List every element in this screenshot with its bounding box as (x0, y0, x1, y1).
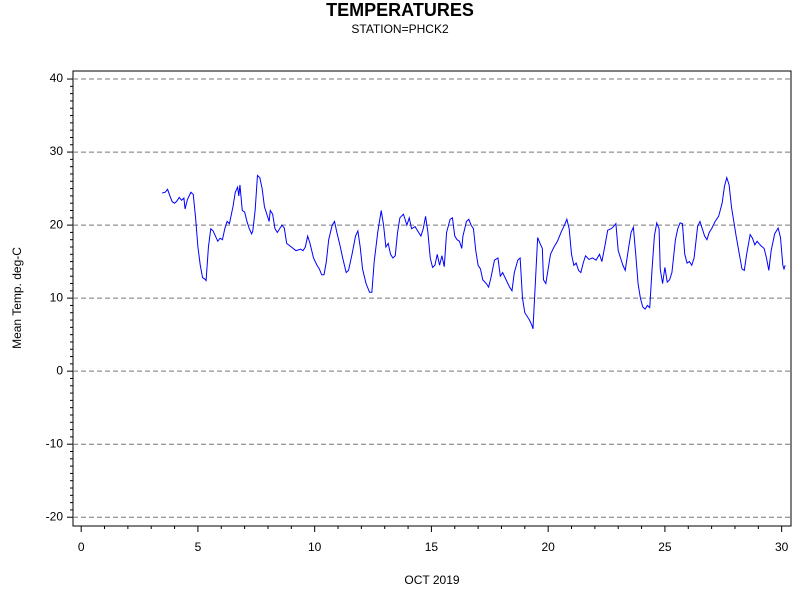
y-tick-label: 10 (50, 290, 64, 304)
x-tick-label: 5 (195, 540, 202, 554)
temperature-line (162, 174, 786, 329)
y-tick-label: -20 (46, 509, 64, 523)
y-axis-label: Mean Temp. deg-C (10, 247, 24, 349)
x-axis-label: OCT 2019 (404, 573, 459, 587)
y-tick-label: 20 (50, 217, 64, 231)
chart-subtitle: STATION=PHCK2 (351, 22, 449, 36)
x-tick-label: 20 (541, 540, 555, 554)
y-tick-label: 40 (50, 71, 64, 85)
y-tick-label: 0 (56, 363, 63, 377)
y-tick-label: 30 (50, 144, 64, 158)
x-tick-label: 10 (308, 540, 322, 554)
chart-title: TEMPERATURES (326, 0, 474, 20)
x-tick-label: 0 (78, 540, 85, 554)
y-tick-label: -10 (46, 436, 64, 450)
x-tick-label: 15 (425, 540, 439, 554)
x-tick-label: 30 (775, 540, 789, 554)
x-tick-label: 25 (658, 540, 672, 554)
